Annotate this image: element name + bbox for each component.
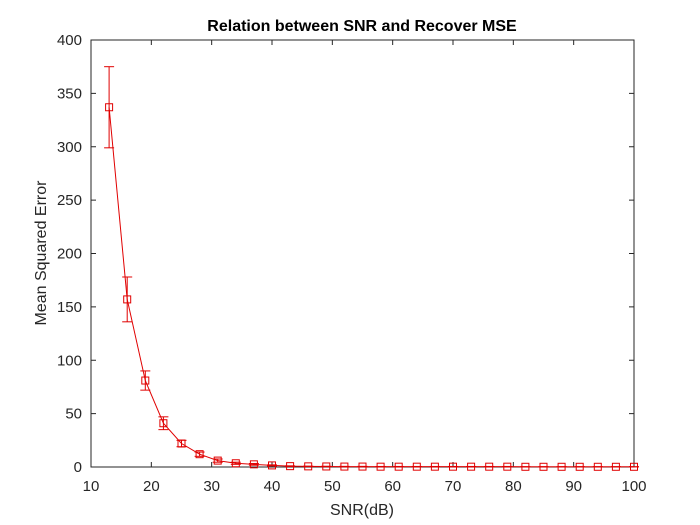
data-point-marker [231, 459, 240, 468]
y-axis-label: Mean Squared Error [33, 180, 50, 326]
error-bar [140, 370, 151, 391]
x-tick-label: 30 [203, 478, 220, 495]
data-point-marker [286, 462, 295, 471]
y-axis: 0 50 100 150 200 250 300 350 400 [57, 32, 634, 476]
data-point-marker [630, 462, 638, 471]
x-tick-label: 10 [83, 478, 100, 495]
data-point-marker [539, 462, 548, 471]
data-point-marker [322, 462, 331, 471]
y-tick-label: 50 [65, 406, 82, 423]
x-tick-label: 50 [324, 478, 341, 495]
data-point-marker [195, 450, 204, 459]
data-point-marker [467, 462, 476, 471]
x-tick-label: 80 [505, 478, 522, 495]
data-point-marker [394, 462, 403, 471]
data-point-marker [177, 439, 186, 448]
data-point-marker [268, 461, 276, 470]
x-axis: 10 20 30 40 50 60 70 80 90 100 [83, 40, 647, 495]
error-bar [158, 416, 169, 431]
data-point-marker [485, 462, 494, 471]
series-group [104, 66, 639, 471]
y-tick-label: 0 [74, 459, 82, 476]
x-tick-label: 100 [621, 478, 646, 495]
x-tick-label: 70 [445, 478, 462, 495]
data-point-marker [521, 462, 530, 471]
y-tick-label: 350 [57, 85, 82, 102]
data-point-marker [575, 462, 584, 471]
data-point-marker [159, 419, 168, 428]
y-tick-label: 400 [57, 32, 82, 49]
data-point-marker [358, 462, 367, 471]
y-tick-label: 200 [57, 246, 82, 263]
y-tick-label: 300 [57, 139, 82, 156]
data-point-marker [503, 462, 512, 471]
data-point-marker [593, 462, 602, 471]
data-point-marker [449, 462, 457, 471]
x-axis-label: SNR(dB) [330, 502, 394, 519]
x-tick-label: 90 [565, 478, 582, 495]
data-point-marker [249, 460, 258, 469]
data-point-marker [304, 462, 313, 471]
data-point-marker [611, 462, 620, 471]
data-point-marker [123, 295, 132, 304]
x-tick-label: 40 [264, 478, 281, 495]
plot-area [90, 39, 635, 468]
data-point-marker [213, 456, 222, 465]
x-tick-label: 20 [143, 478, 160, 495]
data-point-marker [141, 376, 150, 385]
data-point-marker [105, 103, 114, 112]
y-tick-label: 250 [57, 192, 82, 209]
data-point-marker [340, 462, 349, 471]
data-point-marker [376, 462, 385, 471]
error-bar [122, 276, 133, 323]
x-tick-label: 60 [384, 478, 401, 495]
y-tick-label: 100 [57, 352, 82, 369]
data-point-marker [557, 462, 566, 471]
chart-title: Relation between SNR and Recover MSE [207, 18, 517, 35]
data-point-marker [412, 462, 421, 471]
y-tick-label: 150 [57, 299, 82, 316]
data-point-marker [430, 462, 439, 471]
error-bar [104, 66, 115, 149]
